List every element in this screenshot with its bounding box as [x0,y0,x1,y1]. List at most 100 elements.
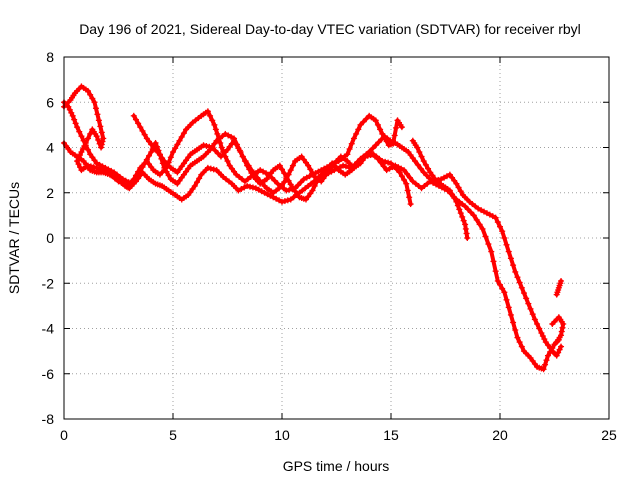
data-point [80,158,87,165]
data-point [420,169,427,176]
data-point-interp [501,235,508,241]
data-point [137,124,144,131]
data-point-interp [148,141,155,148]
data-point-interp [544,342,551,349]
data-point-interp [235,145,242,152]
data-point [538,330,545,337]
data-point [74,158,81,165]
data-point [396,169,403,176]
x-tick-label: 15 [383,427,399,443]
data-point-interp [497,223,503,230]
data-point [514,334,521,341]
series-line [131,113,413,207]
data-point-interp [503,241,510,248]
data-point [283,187,290,194]
data-point-interp [217,139,224,146]
data-point-interp [286,186,293,193]
data-point-interp [143,156,150,163]
data-point-interp [135,120,142,127]
data-point-interp [97,123,104,130]
data-point-interp [65,146,72,153]
data-point-interp [167,154,174,161]
data-point-interp [294,182,301,189]
data-point-interp [281,170,288,177]
data-point [98,144,105,151]
data-point-interp [309,170,316,177]
data-point-interp [529,311,536,318]
y-tick-label: 4 [46,140,54,156]
data-point [161,164,168,171]
series-track-2 [61,83,565,359]
data-point [154,149,161,156]
data-point-interp [183,168,190,175]
data-point-interp [539,333,546,340]
data-point-interp [287,167,294,174]
data-point-interp [172,145,179,152]
data-point-interp [460,217,467,224]
data-point-interp [401,176,408,183]
chart-title: Day 196 of 2021, Sidereal Day-to-day VTE… [79,21,581,37]
data-point-interp [418,153,425,160]
data-point-interp [322,172,329,179]
data-point-interp [499,285,506,292]
data-point-interp [185,165,192,172]
data-point [204,164,211,171]
data-point [407,201,414,208]
data-point-interp [215,150,222,157]
y-tick-label: -4 [42,321,55,337]
x-tick-label: 10 [274,427,290,443]
data-point-interp [210,166,217,173]
data-point-interp [342,163,349,170]
data-point-interp [449,174,456,181]
data-point-interp [510,262,517,269]
data-point [174,180,181,187]
data-point-interp [507,255,514,262]
data-point-interp [226,143,233,150]
data-point-interp [248,170,255,177]
data-point-interp [425,165,432,172]
data-point-interp [174,141,181,148]
data-point [209,144,216,151]
data-point [91,99,98,106]
data-point [464,235,471,241]
data-point [344,151,351,158]
series-track-4 [130,112,414,208]
data-point-interp [377,126,384,133]
data-point-interp [541,336,548,343]
data-point-interp [385,159,392,166]
data-point-interp [302,159,309,166]
data-point-interp [390,163,397,170]
data-point [379,158,386,165]
data-point-interp [465,206,472,213]
data-point-interp [87,163,94,170]
data-point [553,339,560,346]
data-point-interp [156,152,163,159]
data-point [180,160,187,167]
data-point [390,139,397,146]
data-point-interp [189,185,196,192]
data-point-interp [95,136,102,143]
data-point-interp [178,174,185,181]
data-point-interp [514,274,521,281]
data-point-interp [406,174,413,181]
data-point-interp [289,162,296,169]
data-point-interp [378,136,385,143]
data-point [143,135,150,142]
data-point-interp [547,345,554,352]
data-point [512,268,519,275]
data-point-interp [75,155,82,162]
data-point [420,158,427,165]
data-point [100,135,107,142]
data-point [130,112,137,119]
data-point-interp [228,140,235,147]
data-point-interp [224,158,231,165]
data-point [560,320,567,327]
data-point [462,221,469,228]
data-point [357,121,364,128]
data-point-interp [176,177,183,184]
data-point-interp [536,325,543,332]
x-tick-label: 25 [601,427,617,443]
data-point [542,339,549,346]
series-track-5 [409,137,471,241]
